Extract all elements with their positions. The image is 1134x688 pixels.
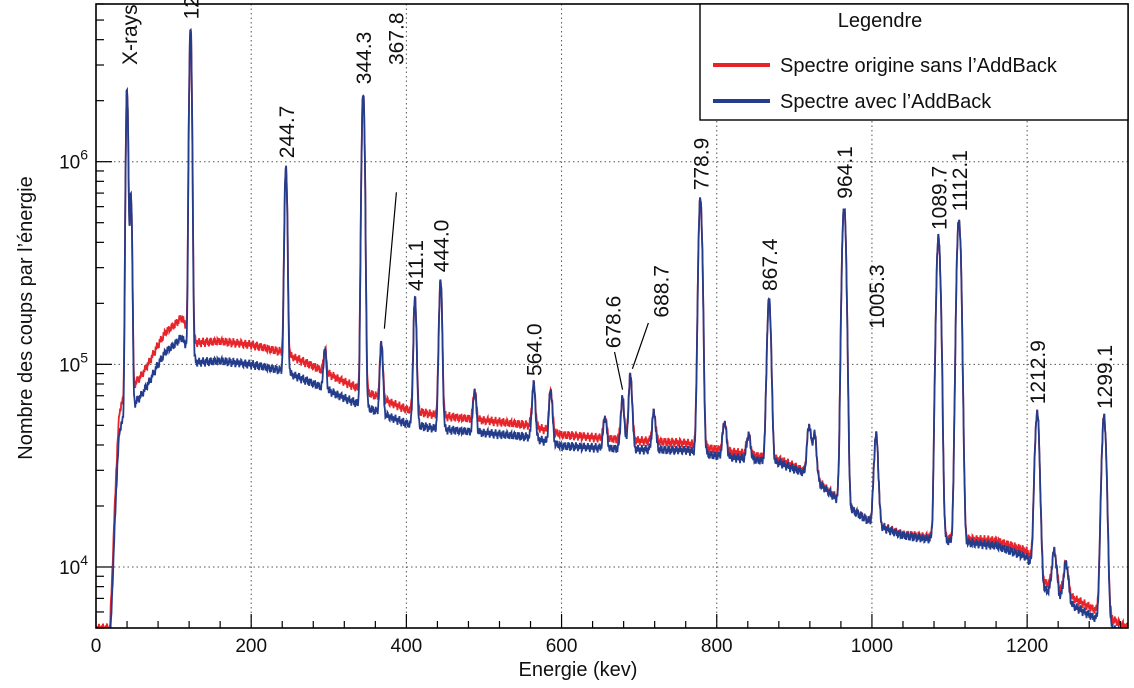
- peak-label: 244.7: [276, 106, 299, 159]
- x-tick-label: 800: [701, 636, 733, 657]
- peak-label: 1005.3: [866, 264, 889, 328]
- x-axis-title: Energie (kev): [519, 659, 638, 681]
- peak-label: 1299.1: [1094, 345, 1117, 409]
- series-line-addback: [109, 27, 1124, 628]
- legend-label-original: Spectre origine sans l’AddBack: [780, 55, 1058, 77]
- legend-box: [699, 3, 1129, 121]
- y-tick-label: 105: [59, 349, 88, 376]
- x-tick-label: 600: [546, 636, 578, 657]
- peak-label: 564.0: [524, 323, 547, 376]
- peak-label-leader: [383, 192, 397, 329]
- peak-label: 367.8: [385, 12, 408, 65]
- peak-label-leader: [613, 351, 624, 390]
- peak-label: X-rays: [119, 4, 142, 65]
- peak-label: 678.6: [603, 296, 626, 349]
- peak-label: 867.4: [759, 238, 782, 291]
- y-axis-tick-labels: 104 105 106: [59, 147, 88, 579]
- y-tick-label: 104: [59, 552, 88, 579]
- axis-ticks: [95, 3, 1121, 629]
- y-tick-label: 106: [59, 147, 88, 174]
- peak-label-leader: [631, 322, 649, 370]
- peak-label: 1212.9: [1027, 340, 1050, 404]
- x-tick-label: 0: [91, 636, 102, 657]
- peak-label: 444.0: [431, 220, 454, 273]
- x-axis-tick-labels: 0 200 400 600 800 1000 1200: [91, 636, 1049, 657]
- peak-label: 411.1: [405, 240, 428, 291]
- peak-label: 344.3: [353, 32, 376, 85]
- x-tick-label: 1000: [851, 636, 893, 657]
- legend-label-addback: Spectre avec l’AddBack: [780, 91, 992, 113]
- y-axis-title: Nombre des coups par l’énergie: [15, 176, 37, 460]
- plot-area: [96, 27, 1128, 628]
- peak-label: 1112.1: [949, 150, 972, 211]
- peak-label: 778.9: [690, 138, 713, 191]
- peak-label: 1089.7: [929, 166, 952, 230]
- x-tick-label: 1200: [1006, 636, 1048, 657]
- peak-label: 964.1: [834, 146, 857, 199]
- plot-frame: [95, 3, 1129, 629]
- legend: Legendre Spectre origine sans l’AddBack …: [699, 3, 1129, 121]
- x-tick-label: 400: [391, 636, 423, 657]
- peak-label: 688.7: [650, 265, 673, 318]
- x-tick-label: 200: [235, 636, 267, 657]
- legend-title: Legendre: [838, 10, 923, 32]
- peak-label: 121.8: [181, 0, 204, 19]
